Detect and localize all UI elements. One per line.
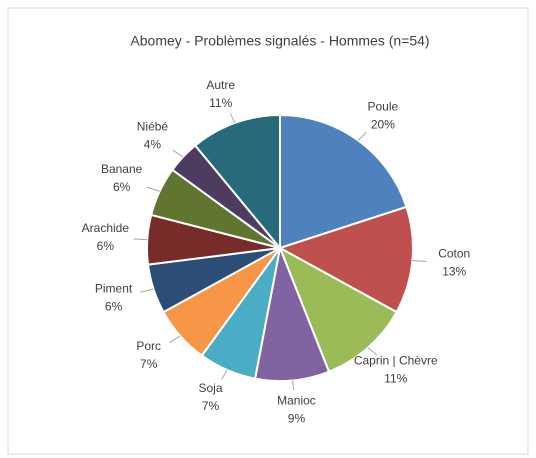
slice-value: 7% xyxy=(140,357,158,371)
leader-line xyxy=(229,113,236,124)
leader-line xyxy=(292,380,295,391)
slice-label: Arachide xyxy=(82,221,130,235)
slice-value: 20% xyxy=(371,117,395,131)
slice-label: Porc xyxy=(136,339,161,353)
slice-value: 6% xyxy=(113,180,131,194)
slice-value: 4% xyxy=(144,138,162,152)
leader-line xyxy=(412,260,427,262)
pie-slice xyxy=(193,113,281,251)
chart-title: Abomey - Problèmes signalés - Hommes (n=… xyxy=(130,33,429,49)
slice-label: Caprin | Chèvre xyxy=(354,353,438,367)
slice-label: Niébé xyxy=(137,120,169,134)
slice-value: 11% xyxy=(384,371,407,385)
slice-label: Poule xyxy=(368,99,399,113)
slice-value: 6% xyxy=(97,239,115,253)
leader-line xyxy=(169,335,181,343)
slice-value: 6% xyxy=(105,300,123,314)
leader-line xyxy=(146,186,160,192)
slice-value: 7% xyxy=(202,399,220,413)
slice-label: Piment xyxy=(95,282,133,296)
slice-label: Soja xyxy=(198,381,222,395)
leader-line xyxy=(140,288,154,293)
slice-label: Coton xyxy=(438,247,470,261)
slice-value: 11% xyxy=(209,96,232,110)
slice-value: 9% xyxy=(288,411,306,425)
slice-label: Banane xyxy=(101,162,143,176)
slice-label: Manioc xyxy=(277,393,316,407)
leader-line xyxy=(367,347,378,356)
slice-label: Autre xyxy=(206,78,235,92)
slice-value: 13% xyxy=(442,265,466,279)
leader-line xyxy=(221,369,228,380)
leader-line xyxy=(172,149,184,158)
leader-line xyxy=(357,131,367,141)
leader-line xyxy=(133,238,148,241)
